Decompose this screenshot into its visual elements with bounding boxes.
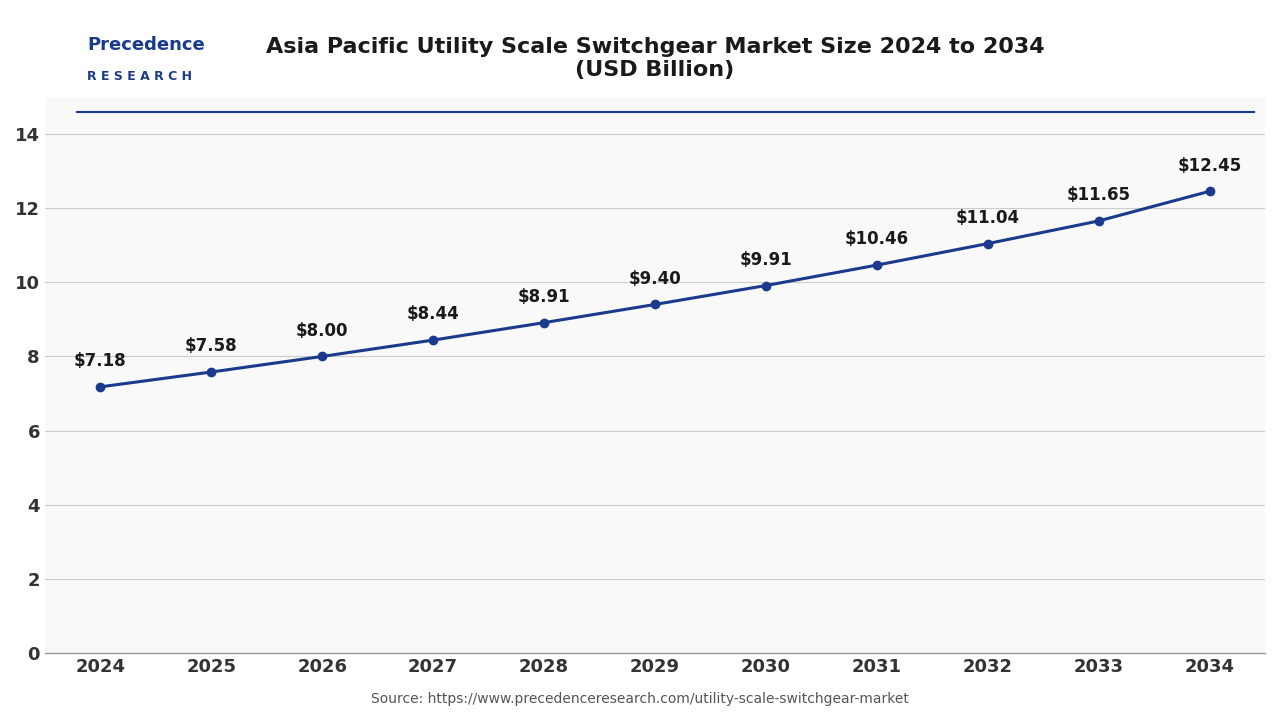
Text: $8.44: $8.44 bbox=[407, 305, 460, 323]
Text: $11.65: $11.65 bbox=[1066, 186, 1130, 204]
Text: $7.58: $7.58 bbox=[184, 337, 238, 355]
Text: $7.18: $7.18 bbox=[74, 352, 127, 370]
Text: $8.91: $8.91 bbox=[517, 288, 571, 306]
Text: Source: https://www.precedenceresearch.com/utility-scale-switchgear-market: Source: https://www.precedenceresearch.c… bbox=[371, 692, 909, 706]
Text: $11.04: $11.04 bbox=[956, 209, 1020, 227]
Text: $10.46: $10.46 bbox=[845, 230, 909, 248]
Text: $9.40: $9.40 bbox=[628, 270, 681, 288]
Text: $9.91: $9.91 bbox=[740, 251, 792, 269]
Text: $8.00: $8.00 bbox=[296, 322, 348, 340]
Title: Asia Pacific Utility Scale Switchgear Market Size 2024 to 2034
(USD Billion): Asia Pacific Utility Scale Switchgear Ma… bbox=[266, 37, 1044, 80]
Text: $12.45: $12.45 bbox=[1178, 156, 1242, 174]
Text: R E S E A R C H: R E S E A R C H bbox=[87, 70, 192, 83]
Text: Precedence: Precedence bbox=[87, 36, 205, 54]
